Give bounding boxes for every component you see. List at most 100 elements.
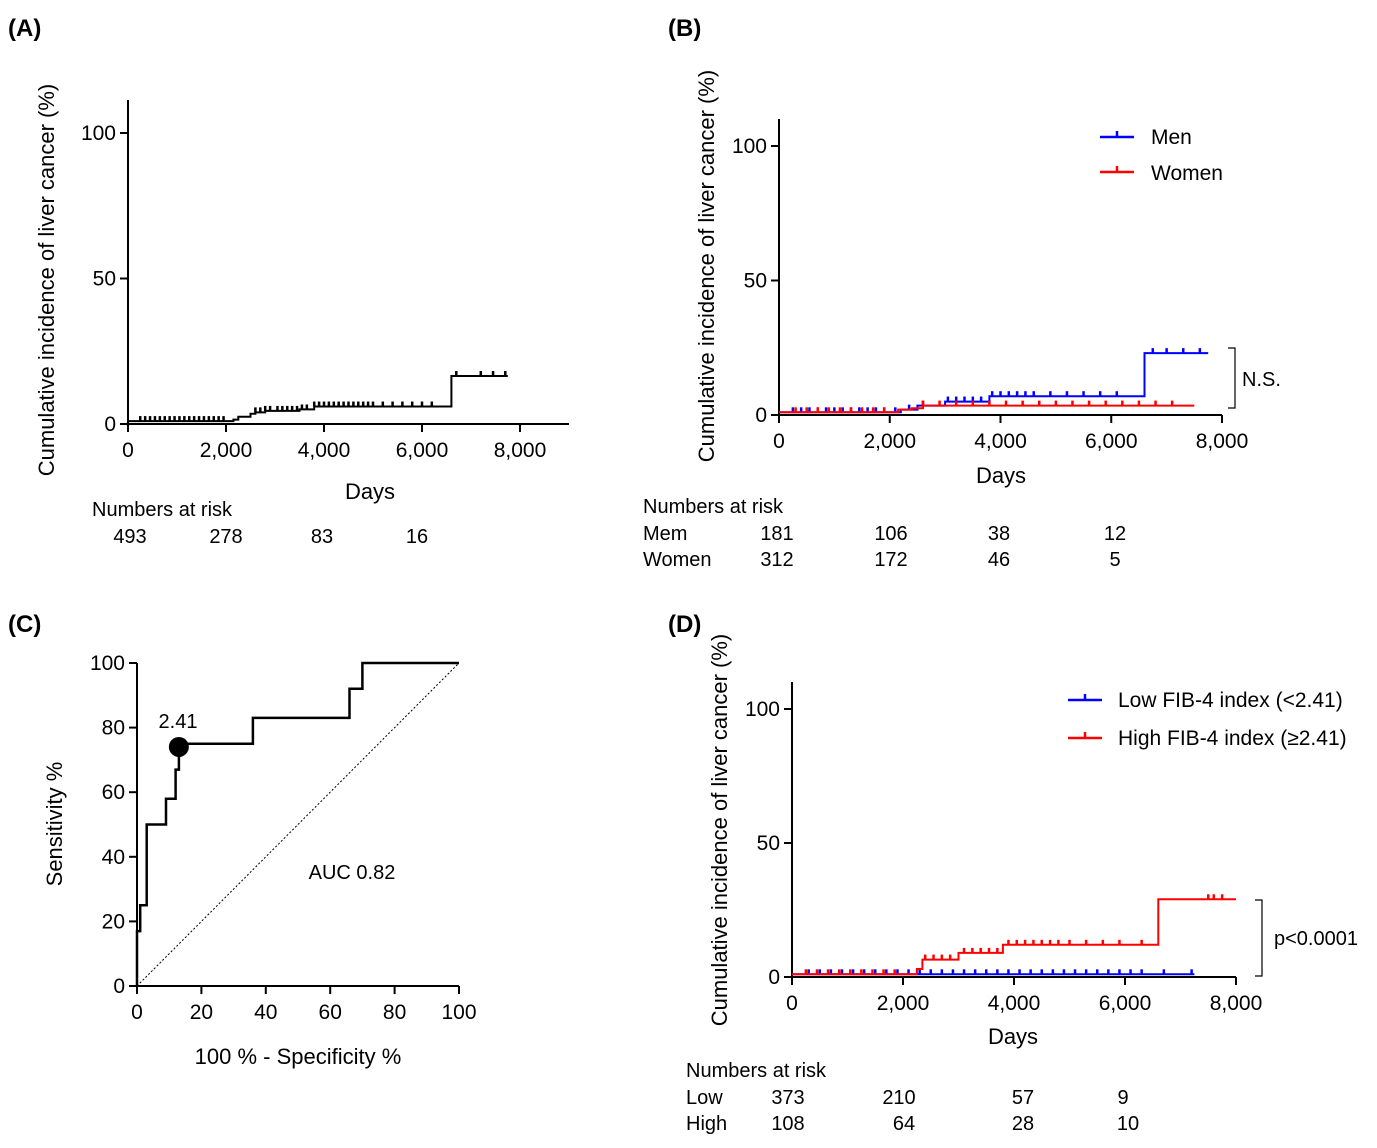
x-tick-label: 0	[773, 430, 785, 453]
series-line	[779, 352, 1209, 414]
significance-bracket	[1255, 899, 1263, 977]
panel-b-y-axis-title: Cumulative incidence of liver cancer (%)	[694, 70, 719, 463]
panel-b-risk-value: 181	[760, 523, 793, 545]
panel-b-risk-value: 172	[874, 549, 907, 571]
panel-d-legend: Low FIB-4 index (<2.41) High FIB-4 index…	[1068, 689, 1347, 750]
panel-d-risk-value: 28	[1012, 1113, 1034, 1135]
panel-a: (A) Cumulative incidence of liver cancer…	[8, 15, 569, 548]
x-tick-label: 8,000	[1210, 992, 1263, 1015]
panel-a-plot: 0 2,000 4,000 6,000 8,000 0 50 100	[81, 100, 569, 462]
panel-d-significance-label: p<0.0001	[1274, 928, 1358, 950]
panel-a-risk-title: Numbers at risk	[92, 499, 233, 521]
y-tick-label: 50	[93, 268, 116, 291]
y-tick-label: 50	[744, 270, 767, 293]
panel-a-risk-value: 493	[113, 526, 146, 548]
panel-b-risk-title: Numbers at risk	[643, 496, 784, 518]
auc-label: AUC 0.82	[309, 862, 396, 884]
y-tick-label: 50	[757, 832, 780, 855]
panel-b-plot: 0 2,000 4,000 6,000 8,000 0 50 100	[732, 119, 1248, 453]
y-tick-label: 0	[755, 404, 767, 427]
y-tick-label: 0	[104, 413, 116, 436]
x-tick-label: 8,000	[494, 439, 547, 462]
x-tick-label: 6,000	[396, 439, 449, 462]
panel-b-risk-value: 46	[988, 549, 1010, 571]
series-line	[779, 404, 1195, 414]
y-tick-label: 0	[113, 975, 125, 998]
panel-d-risk-row-label: Low	[686, 1087, 723, 1109]
x-tick-label: 4,000	[988, 992, 1041, 1015]
panel-b-risk-row-label: Mem	[643, 523, 687, 545]
panel-d-risk-value: 64	[893, 1113, 915, 1135]
panel-d-risk-value: 108	[771, 1113, 804, 1135]
panel-d: (D) Cumulative incidence of liver cancer…	[668, 611, 1358, 1135]
panel-d-letter: (D)	[668, 611, 701, 638]
panel-d-risk-value: 210	[882, 1087, 915, 1109]
x-tick-label: 60	[319, 1001, 342, 1024]
panel-d-risk-value: 10	[1117, 1113, 1139, 1135]
x-tick-label: 6,000	[1099, 992, 1152, 1015]
panel-a-risk-value: 83	[311, 526, 333, 548]
panel-a-y-axis-title: Cumulative incidence of liver cancer (%)	[34, 84, 59, 477]
y-tick-label: 100	[732, 135, 767, 158]
reference-diagonal-line	[136, 662, 460, 987]
x-tick-label: 100	[441, 1001, 476, 1024]
panel-c-y-axis-title: Sensitivity %	[42, 762, 67, 887]
legend-label-low-fib4: Low FIB-4 index (<2.41)	[1118, 689, 1343, 712]
panel-b: (B) Cumulative incidence of liver cancer…	[643, 15, 1281, 571]
panel-d-risk-row-label: High	[686, 1113, 727, 1135]
panel-b-x-axis-title: Days	[976, 463, 1026, 488]
legend-label-women: Women	[1151, 162, 1223, 185]
panel-d-risk-title: Numbers at risk	[686, 1060, 827, 1082]
x-tick-label: 80	[383, 1001, 406, 1024]
x-tick-label: 6,000	[1085, 430, 1138, 453]
x-tick-label: 2,000	[877, 992, 930, 1015]
panel-d-risk-value: 373	[771, 1087, 804, 1109]
panel-b-letter: (B)	[668, 15, 701, 42]
x-tick-label: 2,000	[863, 430, 916, 453]
x-tick-label: 0	[786, 992, 798, 1015]
y-tick-label: 0	[768, 966, 780, 989]
cutoff-point-label: 2.41	[159, 711, 198, 733]
y-tick-label: 100	[81, 122, 116, 145]
panel-a-risk-value: 278	[209, 526, 242, 548]
panel-b-risk-value: 312	[760, 549, 793, 571]
y-tick-label: 60	[102, 781, 125, 804]
legend-label-high-fib4: High FIB-4 index (≥2.41)	[1118, 727, 1347, 750]
y-tick-label: 20	[102, 910, 125, 933]
panel-d-plot: 0 2,000 4,000 6,000 8,000 0 50 100	[745, 682, 1262, 1015]
series-line	[128, 375, 508, 423]
x-tick-label: 0	[122, 439, 134, 462]
x-tick-label: 8,000	[1196, 430, 1249, 453]
x-tick-label: 40	[254, 1001, 277, 1024]
panel-b-risk-value: 12	[1104, 523, 1126, 545]
x-tick-label: 20	[190, 1001, 213, 1024]
series-line	[792, 898, 1236, 976]
panel-c-plot: 0 20 40 60 80 100 0 20 40 60 80 100	[90, 652, 477, 1024]
panel-a-x-axis-title: Days	[345, 479, 395, 504]
panel-d-y-axis-title: Cumulative incidence of liver cancer (%)	[707, 634, 732, 1027]
panel-d-risk-value: 9	[1117, 1087, 1128, 1109]
panel-c: (C) Sensitivity % 100 % - Specificity % …	[8, 611, 477, 1069]
x-tick-label: 4,000	[974, 430, 1027, 453]
y-tick-label: 80	[102, 717, 125, 740]
panel-b-risk-value: 38	[988, 523, 1010, 545]
panel-a-risk-value: 16	[406, 526, 428, 548]
x-tick-label: 2,000	[200, 439, 253, 462]
y-tick-label: 100	[745, 698, 780, 721]
x-tick-label: 0	[131, 1001, 143, 1024]
series-line	[135, 661, 459, 986]
panel-b-significance-label: N.S.	[1242, 369, 1281, 391]
panel-c-letter: (C)	[8, 611, 41, 638]
y-tick-label: 100	[90, 652, 125, 675]
y-tick-label: 40	[102, 846, 125, 869]
panel-d-risk-value: 57	[1012, 1087, 1034, 1109]
panel-b-risk-value: 106	[874, 523, 907, 545]
significance-bracket	[1228, 347, 1236, 409]
legend-label-men: Men	[1151, 126, 1192, 149]
panel-c-x-axis-title: 100 % - Specificity %	[195, 1044, 402, 1069]
panel-b-risk-value: 5	[1109, 549, 1120, 571]
cutoff-point-marker	[168, 736, 189, 757]
x-tick-label: 4,000	[298, 439, 351, 462]
panel-b-risk-row-label: Women	[643, 549, 712, 571]
